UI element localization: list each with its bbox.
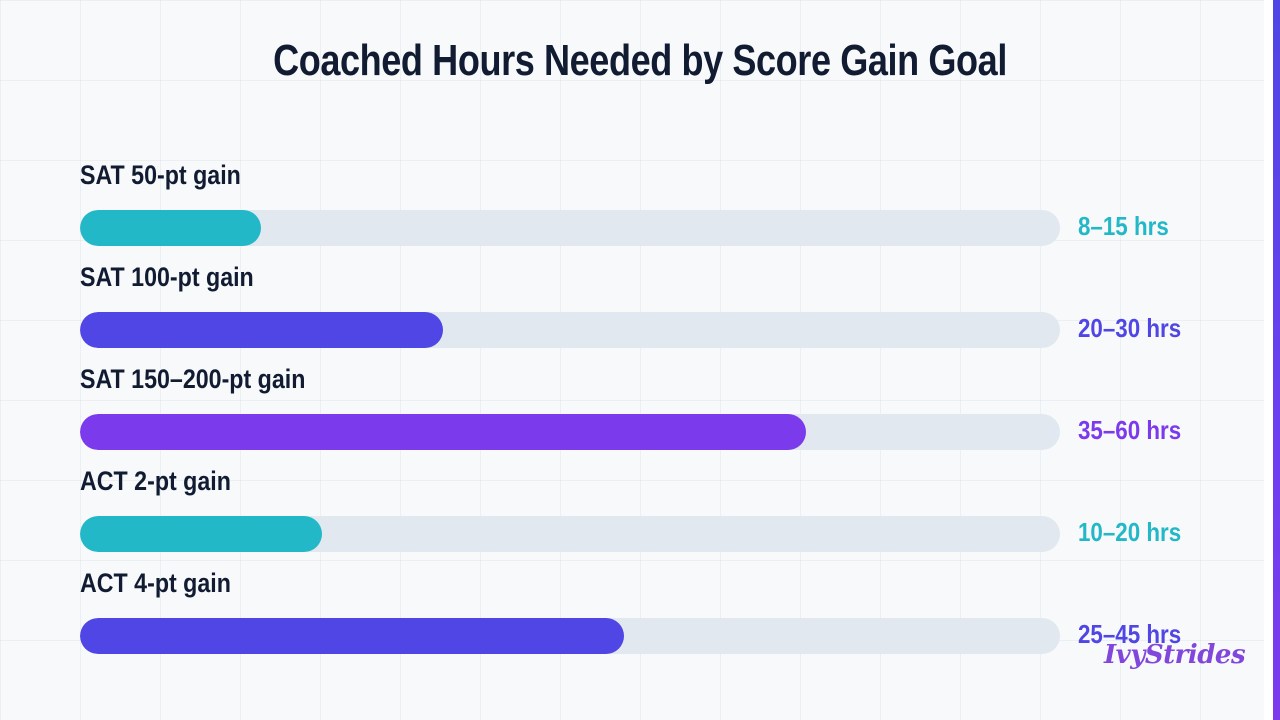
accent-edge-stripe [1273, 0, 1280, 720]
bar-fill [80, 414, 806, 450]
bar-track [80, 414, 1060, 450]
ivystrides-logo: IvyStrides [1104, 640, 1246, 670]
bar-label: SAT 100-pt gain [80, 262, 254, 292]
accent-edge [1264, 0, 1280, 720]
bar-fill [80, 210, 262, 246]
bar-track [80, 210, 1060, 246]
bar-label: SAT 150–200-pt gain [80, 364, 306, 394]
bar-range-label: 25–45 hrs [1078, 619, 1182, 649]
bar-row: SAT 150–200-pt gain 35–60 hrs [80, 364, 1190, 466]
bar-range-label: 35–60 hrs [1078, 415, 1182, 445]
bar-range-label: 20–30 hrs [1078, 313, 1182, 343]
bar-rows: SAT 50-pt gain 8–15 hrs SAT 100-pt gain 20–… [80, 160, 1190, 670]
bar-row: SAT 50-pt gain 8–15 hrs [80, 160, 1190, 262]
chart-title: Coached Hours Needed by Score Gain Goal [273, 36, 1007, 85]
bar-fill [80, 516, 322, 552]
bar-range-label: 10–20 hrs [1078, 517, 1182, 547]
bar-track [80, 516, 1060, 552]
bar-label: ACT 4-pt gain [80, 568, 231, 598]
bar-label: SAT 50-pt gain [80, 160, 241, 190]
bar-label: ACT 2-pt gain [80, 466, 231, 496]
bar-fill [80, 618, 625, 654]
bar-track [80, 312, 1060, 348]
bar-row: ACT 2-pt gain 10–20 hrs [80, 466, 1190, 568]
bar-range-label: 8–15 hrs [1078, 211, 1169, 241]
bar-track [80, 618, 1060, 654]
accent-edge-light [1264, 0, 1273, 720]
bar-row: SAT 100-pt gain 20–30 hrs [80, 262, 1190, 364]
bar-fill [80, 312, 443, 348]
bar-row: ACT 4-pt gain 25–45 hrs [80, 568, 1190, 670]
